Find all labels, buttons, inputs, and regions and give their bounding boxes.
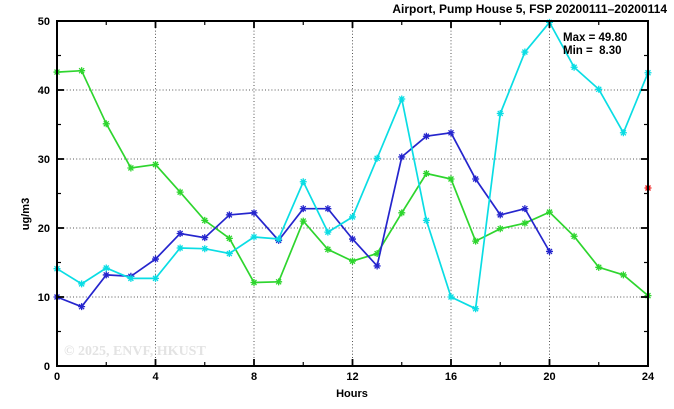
- data-point-marker: [78, 280, 86, 288]
- data-point-marker: [324, 228, 332, 236]
- chart-title: Airport, Pump House 5, FSP 20200111–2020…: [392, 2, 667, 16]
- data-point-marker: [521, 48, 529, 56]
- data-point-marker: [447, 129, 455, 137]
- y-tick-label: 30: [38, 154, 50, 166]
- data-point-marker: [422, 216, 430, 224]
- data-point-marker: [152, 274, 159, 282]
- data-point-marker: [349, 235, 356, 243]
- blue-line: [53, 129, 553, 311]
- data-point-marker: [447, 293, 455, 301]
- data-point-marker: [275, 278, 283, 286]
- data-point-marker: [595, 85, 603, 93]
- max-annotation: Max = 49.80: [563, 32, 627, 44]
- data-point-marker: [546, 247, 553, 255]
- data-point-marker: [570, 63, 578, 71]
- x-tick-label: 0: [54, 371, 60, 383]
- data-point-marker: [324, 245, 332, 253]
- data-point-marker: [373, 262, 381, 270]
- x-tick-label: 12: [346, 371, 358, 383]
- data-point-marker: [496, 211, 504, 219]
- data-point-marker: [398, 153, 406, 161]
- x-tick-label: 8: [251, 371, 257, 383]
- x-tick-label: 24: [642, 371, 655, 383]
- data-point-marker: [127, 164, 135, 172]
- data-point-marker: [102, 120, 110, 128]
- data-point-marker: [225, 250, 233, 258]
- data-point-marker: [373, 250, 381, 258]
- data-point-marker: [225, 211, 233, 219]
- data-point-marker: [152, 161, 159, 169]
- data-point-marker: [102, 271, 110, 279]
- data-point-marker: [619, 271, 627, 279]
- green-line: [53, 67, 652, 300]
- data-point-marker: [78, 67, 86, 75]
- y-axis-label: ug/m3: [20, 198, 32, 230]
- data-point-marker: [201, 216, 209, 224]
- data-point-marker: [521, 205, 529, 213]
- data-point-marker: [546, 208, 553, 216]
- data-point-marker: [349, 257, 356, 265]
- data-point-marker: [422, 132, 430, 140]
- data-point-marker: [225, 234, 233, 242]
- data-point-marker: [570, 232, 578, 240]
- y-tick-label: 50: [38, 16, 50, 28]
- data-point-marker: [472, 175, 480, 183]
- y-tick-label: 0: [44, 361, 50, 373]
- data-point-marker: [250, 209, 258, 217]
- data-point-marker: [201, 245, 209, 253]
- data-point-marker: [250, 233, 258, 241]
- data-point-marker: [595, 263, 603, 271]
- x-tick-label: 16: [445, 371, 457, 383]
- min-annotation: Min = 8.30: [563, 45, 621, 57]
- data-point-marker: [398, 209, 406, 217]
- data-point-marker: [398, 95, 406, 103]
- y-tick-label: 40: [38, 85, 50, 97]
- data-point-marker: [250, 279, 258, 287]
- data-point-marker: [521, 219, 529, 227]
- data-point-marker: [176, 230, 184, 238]
- axes: [56, 20, 649, 367]
- data-point-marker: [472, 305, 480, 313]
- data-point-marker: [299, 205, 307, 213]
- data-point-marker: [324, 205, 332, 213]
- data-point-marker: [422, 169, 430, 177]
- data-point-marker: [447, 175, 455, 183]
- data-point-marker: [496, 225, 504, 233]
- data-point-marker: [299, 217, 307, 225]
- data-point-marker: [496, 109, 504, 117]
- gridlines: [57, 21, 648, 366]
- data-point-marker: [176, 188, 184, 196]
- data-point-marker: [176, 244, 184, 252]
- y-tick-label: 20: [38, 223, 50, 235]
- data-point-marker: [152, 255, 159, 263]
- data-point-marker: [619, 129, 627, 137]
- y-tick-label: 10: [38, 292, 50, 304]
- data-point-marker: [373, 154, 381, 162]
- x-tick-label: 20: [543, 371, 555, 383]
- data-point-marker: [299, 178, 307, 186]
- data-point-marker: [78, 303, 86, 311]
- x-axis-label: Hours: [336, 388, 368, 400]
- x-tick-label: 4: [152, 371, 159, 383]
- data-point-marker: [349, 213, 356, 221]
- watermark: © 2025, ENVF, HKUST: [64, 344, 206, 359]
- data-point-marker: [201, 234, 209, 242]
- data-point-marker: [127, 274, 135, 282]
- data-point-marker: [472, 237, 480, 245]
- plot-border: [56, 20, 649, 367]
- data-point-marker: [102, 264, 110, 272]
- data-point-marker: [275, 235, 283, 243]
- tick-labels: 0 4 8 12 16 20 24 0 10 20 30 40 50: [38, 16, 655, 383]
